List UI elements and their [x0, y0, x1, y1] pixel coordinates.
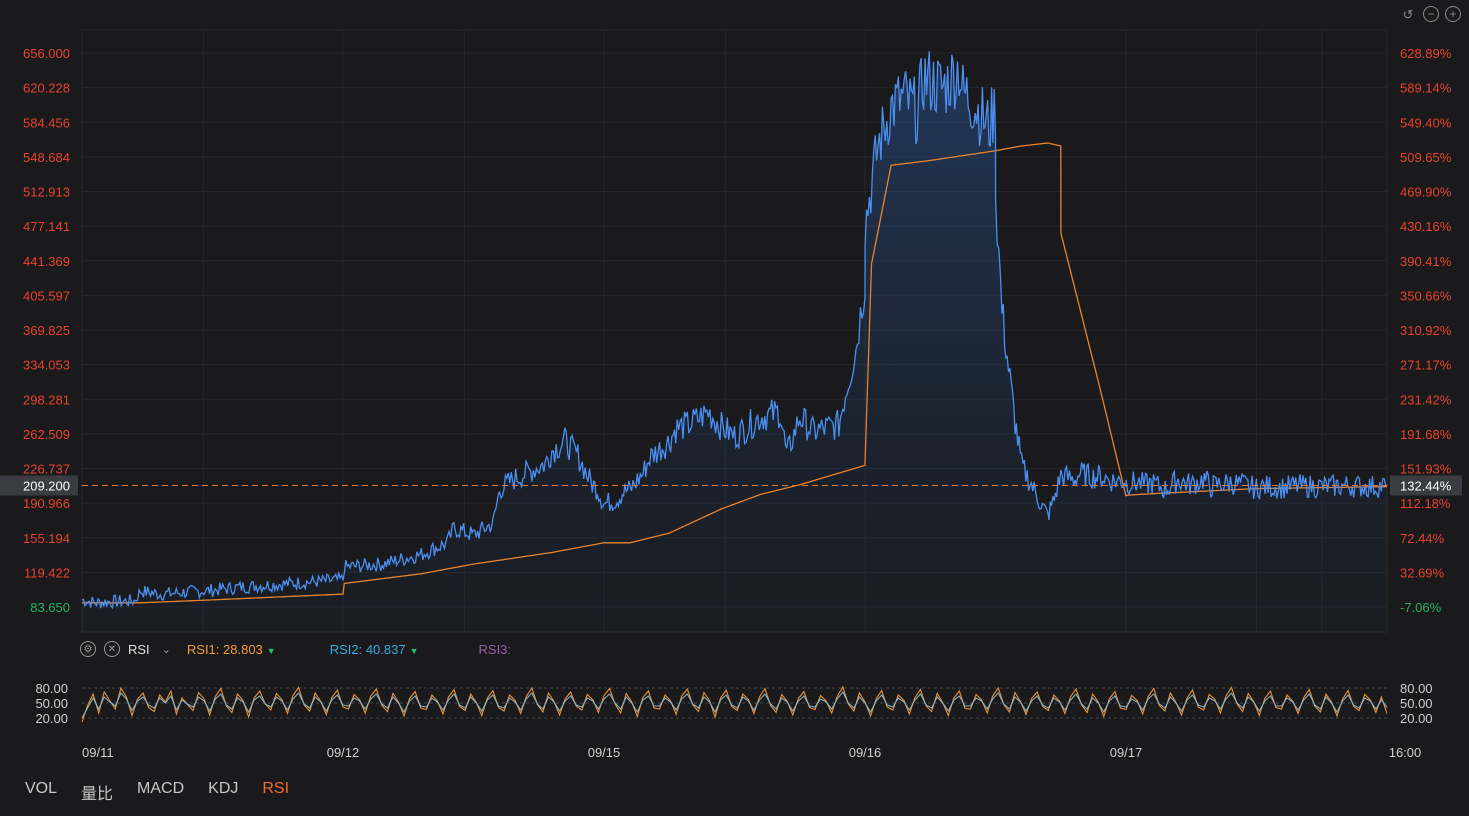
rsi-level-label: 80.00: [1400, 681, 1433, 696]
left-tick-label: 119.422: [24, 565, 70, 580]
rsi1-line: [81, 685, 1388, 723]
right-tick-label: 509.65%: [1400, 150, 1452, 165]
right-tick-label: 151.93%: [1400, 462, 1452, 477]
right-tick-label: 430.16%: [1400, 219, 1452, 234]
right-tick-label: 549.40%: [1400, 115, 1452, 130]
rsi-level-label: 50.00: [1400, 696, 1433, 711]
left-tick-label: 656.000: [23, 46, 70, 61]
time-axis: 09/11 09/12 09/15 09/16 09/17 16:00: [82, 745, 1421, 760]
tab-rsi[interactable]: RSI: [262, 780, 290, 797]
left-tick-label: 83.650: [30, 600, 70, 615]
right-tick-label: 271.17%: [1400, 358, 1452, 373]
zoom-in-icon[interactable]: +: [1445, 6, 1461, 22]
rsi2-line: [81, 690, 1388, 719]
left-tick-label: 620.228: [23, 81, 70, 96]
current-price-label: 209.200: [23, 478, 70, 493]
current-price-marker: 209.200 132.44%: [0, 475, 1462, 496]
right-tick-label: 191.68%: [1400, 427, 1452, 442]
left-tick-label: 405.597: [23, 288, 70, 303]
left-tick-label: 190.966: [23, 496, 70, 511]
tab-volume-ratio[interactable]: 量比: [81, 786, 114, 803]
right-tick-label: 112.18%: [1400, 496, 1451, 511]
down-arrow-icon: ▼: [266, 645, 276, 656]
time-tick-label: 09/11: [82, 745, 114, 760]
chevron-down-icon[interactable]: ⌄: [161, 643, 171, 656]
right-tick-label: 390.41%: [1400, 254, 1452, 269]
rsi-level-label: 20.00: [1400, 711, 1433, 726]
rsi-header: ⚙ ✕ RSI ⌄ RSI1: 28.803 ▼ RSI2: 40.837 ▼ RS…: [80, 639, 511, 659]
rsi3-value: RSI3:: [478, 641, 512, 657]
left-tick-label: 334.053: [23, 358, 70, 373]
right-tick-label: -7.06%: [1400, 600, 1442, 615]
left-tick-label: 155.194: [23, 531, 70, 546]
left-price-axis: 656.000 620.228 584.456 548.684 512.913 477.1…: [23, 46, 70, 615]
tab-macd[interactable]: MACD: [137, 780, 185, 797]
close-icon[interactable]: ✕: [104, 641, 120, 657]
current-percent-right-box: [1390, 475, 1462, 496]
undo-icon[interactable]: ↺: [1402, 7, 1414, 22]
left-tick-label: 298.281: [23, 392, 70, 407]
left-tick-label: 262.509: [23, 427, 70, 442]
time-tick-label: 09/16: [849, 745, 882, 760]
time-tick-label: 09/12: [327, 745, 360, 760]
chart-toolbar: ↺ − +: [1399, 6, 1461, 24]
time-tick-label: 09/17: [1110, 745, 1143, 760]
left-tick-label: 477.141: [23, 219, 70, 234]
indicator-name: RSI: [128, 641, 150, 657]
right-tick-label: 231.42%: [1400, 392, 1452, 407]
right-tick-label: 72.44%: [1400, 531, 1445, 546]
indicator-tabs: VOL 量比 MACD KDJ RSI: [25, 780, 289, 804]
time-tick-label: 16:00: [1389, 745, 1422, 760]
tab-kdj[interactable]: KDJ: [208, 780, 239, 797]
right-tick-label: 310.92%: [1400, 323, 1452, 338]
rsi-level-label: 80.00: [35, 681, 68, 696]
right-tick-label: 589.14%: [1400, 81, 1452, 96]
rsi1-value: RSI1: 28.803 ▼: [186, 641, 276, 657]
right-tick-label: 350.66%: [1400, 288, 1452, 303]
left-tick-label: 226.737: [23, 462, 70, 477]
right-tick-label: 628.89%: [1400, 46, 1452, 61]
settings-icon[interactable]: ⚙: [80, 641, 96, 657]
left-tick-label: 369.825: [23, 323, 70, 338]
down-arrow-icon: ▼: [409, 645, 419, 656]
left-tick-label: 548.684: [23, 150, 70, 165]
left-tick-label: 441.369: [23, 254, 70, 269]
right-percent-axis: 628.89% 589.14% 549.40% 509.65% 469.90% 430.1…: [1400, 46, 1452, 615]
left-tick-label: 512.913: [23, 185, 70, 200]
rsi-level-label: 20.00: [35, 711, 68, 726]
rsi-level-label: 50.00: [35, 696, 68, 711]
tab-vol[interactable]: VOL: [25, 780, 58, 797]
right-tick-label: 469.90%: [1400, 185, 1452, 200]
price-line: [81, 51, 1388, 610]
rsi2-value: RSI2: 40.837 ▼: [329, 641, 419, 657]
zoom-out-icon[interactable]: −: [1423, 6, 1439, 22]
current-price-left-box: [0, 475, 78, 496]
left-tick-label: 584.456: [23, 115, 70, 130]
time-tick-label: 09/15: [588, 745, 621, 760]
price-area-fill: [82, 51, 1387, 633]
right-tick-label: 32.69%: [1400, 565, 1445, 580]
current-percent-label: 132.44%: [1400, 478, 1452, 493]
